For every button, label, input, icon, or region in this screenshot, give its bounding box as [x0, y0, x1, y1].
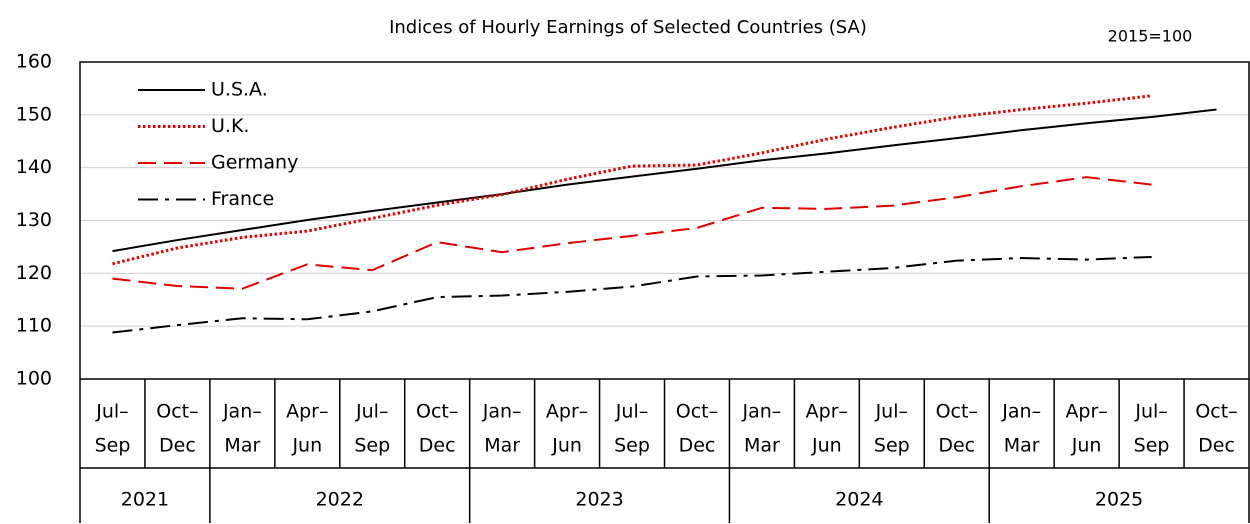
chart-title: Indices of Hourly Earnings of Selected C…: [389, 17, 867, 38]
y-tick-label: 160: [16, 51, 52, 73]
legend-label: U.S.A.: [211, 79, 268, 101]
x-tick-label: Mar: [744, 435, 780, 457]
x-tick-label: Sep: [614, 435, 650, 457]
y-tick-label: 150: [16, 103, 52, 125]
x-tick-label: Dec: [938, 435, 975, 457]
year-label: 2021: [121, 489, 169, 511]
y-tick-label: 130: [16, 209, 52, 231]
x-tick-label: Jul–: [875, 401, 908, 423]
x-tick-label: Oct–: [1195, 401, 1237, 423]
x-tick-label: Dec: [419, 435, 456, 457]
x-tick-label: Apr–: [546, 401, 588, 423]
data-line: [112, 255, 1152, 334]
year-label: 2024: [835, 489, 883, 511]
x-tick-label: Oct–: [156, 401, 198, 423]
year-label: 2025: [1095, 489, 1143, 511]
x-tick-label: Jan–: [1001, 401, 1041, 423]
x-tick-label: Jul–: [1134, 401, 1167, 423]
x-tick-label: Jul–: [355, 401, 388, 423]
data-line: [112, 176, 1152, 290]
data-line: [112, 108, 1217, 253]
x-tick-label: Apr–: [806, 401, 848, 423]
x-tick-label: Jun: [551, 435, 582, 457]
x-tick-label: Mar: [1004, 435, 1040, 457]
x-tick-label: Sep: [354, 435, 390, 457]
y-tick-label: 140: [16, 156, 52, 178]
legend-label: Germany: [211, 152, 298, 174]
annotation: 2015=100: [1108, 27, 1193, 46]
data-line: [112, 94, 1152, 266]
x-tick-label: Jul–: [95, 401, 128, 423]
x-tick-label: Jan–: [742, 401, 782, 423]
x-tick-label: Apr–: [286, 401, 328, 423]
y-tick-label: 110: [16, 315, 52, 337]
x-tick-label: Dec: [679, 435, 716, 457]
year-label: 2022: [316, 489, 364, 511]
x-tick-label: Sep: [1134, 435, 1170, 457]
x-tick-label: Jun: [811, 435, 842, 457]
x-tick-label: Jun: [1071, 435, 1102, 457]
x-tick-label: Dec: [159, 435, 196, 457]
y-tick-label: 120: [16, 262, 52, 284]
year-label: 2023: [575, 489, 623, 511]
x-tick-label: Oct–: [936, 401, 978, 423]
x-tick-label: Oct–: [676, 401, 718, 423]
y-tick-label: 100: [16, 368, 52, 390]
x-tick-label: Dec: [1198, 435, 1235, 457]
x-tick-label: Oct–: [416, 401, 458, 423]
x-tick-label: Sep: [95, 435, 131, 457]
x-tick-label: Mar: [484, 435, 520, 457]
legend-label: France: [211, 188, 274, 210]
legend-label: U.K.: [211, 115, 249, 137]
x-tick-label: Jul–: [615, 401, 648, 423]
x-tick-label: Jun: [291, 435, 322, 457]
x-tick-label: Sep: [874, 435, 910, 457]
x-tick-label: Jan–: [482, 401, 522, 423]
x-tick-label: Mar: [224, 435, 260, 457]
x-tick-label: Apr–: [1065, 401, 1107, 423]
x-tick-label: Jan–: [222, 401, 262, 423]
